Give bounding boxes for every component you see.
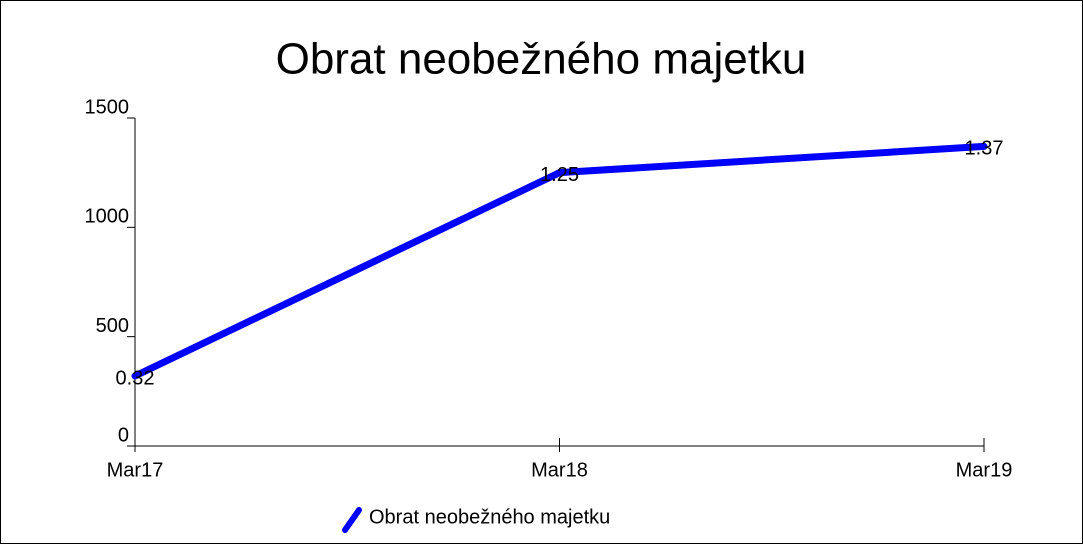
- y-tick-label: 1000: [85, 206, 130, 228]
- legend-label: Obrat neobežného majetku: [369, 506, 610, 528]
- y-tick-label: 500: [96, 315, 129, 337]
- x-tick-label: Mar19: [956, 459, 1013, 481]
- legend-swatch: [342, 507, 362, 533]
- data-label: 0.32: [116, 367, 155, 389]
- y-tick-label: 0: [118, 424, 129, 446]
- y-tick-label: 1500: [85, 96, 130, 118]
- x-tick-label: Mar18: [531, 459, 588, 481]
- line: [131, 142, 988, 380]
- data-label: 1.25: [540, 164, 579, 186]
- x-tick-label: Mar17: [107, 459, 164, 481]
- chart-title: Obrat neobežného majetku: [276, 35, 807, 84]
- data-label: 1.37: [965, 138, 1004, 160]
